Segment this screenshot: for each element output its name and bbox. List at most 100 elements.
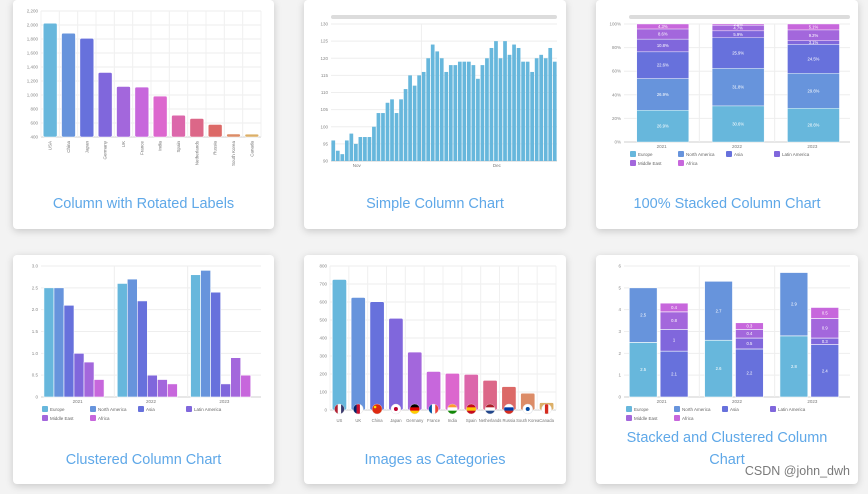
svg-text:Middle East: Middle East <box>638 161 662 166</box>
svg-text:22.6%: 22.6% <box>657 63 669 68</box>
svg-text:28.6%: 28.6% <box>808 123 820 128</box>
svg-text:800: 800 <box>30 107 38 112</box>
svg-text:0: 0 <box>324 408 327 413</box>
svg-text:600: 600 <box>30 121 38 126</box>
card-column-rotated-labels[interactable]: 400 600 800 1,000 1,200 1,400 1,600 1,800 2,000 2… <box>13 0 274 229</box>
chart-images-as-categories: 0 100 200 300 400 500 600 700 800 US UK China Japan G… <box>319 264 557 423</box>
svg-text:Germany: Germany <box>406 418 424 423</box>
card-title[interactable]: Clustered Column Chart <box>65 452 222 468</box>
svg-text:26.9%: 26.9% <box>657 92 669 97</box>
svg-text:20%: 20% <box>612 116 621 121</box>
svg-text:120: 120 <box>320 56 328 61</box>
svg-text:France: France <box>427 418 441 423</box>
card-clustered-column[interactable]: 0 0.5 1.0 1.5 2.0 2.5 3.0 2021 2022 2023 Europe Nor… <box>13 255 274 484</box>
svg-text:1,000: 1,000 <box>27 93 39 98</box>
svg-text:0.4: 0.4 <box>671 305 677 310</box>
svg-text:2.1: 2.1 <box>671 372 677 377</box>
svg-text:3.0: 3.0 <box>32 264 39 269</box>
svg-text:South Korea: South Korea <box>231 141 236 167</box>
svg-text:3.1%: 3.1% <box>809 40 819 45</box>
svg-text:80%: 80% <box>612 45 621 50</box>
svg-text:400: 400 <box>319 336 327 341</box>
svg-text:China: China <box>372 418 384 423</box>
svg-text:Netherlands: Netherlands <box>479 418 502 423</box>
svg-text:Middle East: Middle East <box>50 416 74 421</box>
svg-text:France: France <box>139 141 144 156</box>
svg-text:UK: UK <box>355 418 361 423</box>
svg-text:Spain: Spain <box>176 141 181 153</box>
card-stacked-clustered-column[interactable]: 0 1 2 3 4 5 6 2.5 2.5 2.1 1 0.8 0.4 2021 2.6 2.7 2.2 0.5 0… <box>596 255 858 484</box>
card-title[interactable]: Stacked and Clustered Column Chart <box>626 430 828 468</box>
svg-text:Europe: Europe <box>634 407 649 412</box>
svg-text:1,800: 1,800 <box>27 37 39 42</box>
svg-text:Japan: Japan <box>84 141 89 154</box>
svg-text:1.0: 1.0 <box>32 351 39 356</box>
svg-text:8.6%: 8.6% <box>658 32 668 37</box>
svg-text:5.1%: 5.1% <box>809 24 819 29</box>
svg-text:Africa: Africa <box>686 161 698 166</box>
svg-text:Russia: Russia <box>213 141 218 155</box>
svg-text:0.9: 0.9 <box>822 326 828 331</box>
svg-text:Canada: Canada <box>249 141 254 157</box>
svg-text:2023: 2023 <box>219 399 230 404</box>
svg-text:3: 3 <box>618 329 621 334</box>
svg-text:60%: 60% <box>612 69 621 74</box>
svg-text:Latin America: Latin America <box>194 407 222 412</box>
svg-text:10.8%: 10.8% <box>657 43 669 48</box>
svg-text:95: 95 <box>323 141 329 146</box>
svg-text:Latin America: Latin America <box>778 407 806 412</box>
svg-text:Spain: Spain <box>466 418 477 423</box>
svg-text:200: 200 <box>319 372 327 377</box>
svg-text:100: 100 <box>319 390 327 395</box>
svg-text:2023: 2023 <box>807 144 818 149</box>
svg-text:Asia: Asia <box>730 407 739 412</box>
svg-text:North America: North America <box>686 152 715 157</box>
card-title[interactable]: 100% Stacked Column Chart <box>633 196 821 212</box>
svg-text:Dec: Dec <box>493 163 502 168</box>
card-title[interactable]: Column with Rotated Labels <box>52 196 235 212</box>
svg-text:USA: USA <box>48 141 53 150</box>
svg-text:110: 110 <box>321 90 329 95</box>
svg-text:1,200: 1,200 <box>27 79 39 84</box>
svg-text:9.2%: 9.2% <box>809 33 819 38</box>
chart-column-rotated-labels: 400 600 800 1,000 1,200 1,400 1,600 1,800 2,000 2… <box>27 9 262 167</box>
card-simple-column[interactable]: 90 95 100 105 110 115 120 125 130 Nov Dec Simple C… <box>304 0 566 229</box>
svg-text:0: 0 <box>618 395 621 400</box>
svg-text:4.7%: 4.7% <box>733 26 743 31</box>
svg-text:Latin America: Latin America <box>782 152 810 157</box>
svg-text:Germany: Germany <box>103 140 108 159</box>
svg-text:1: 1 <box>673 338 676 343</box>
svg-text:2.9: 2.9 <box>791 302 797 307</box>
svg-text:Russia: Russia <box>503 418 516 423</box>
svg-text:90: 90 <box>323 159 329 164</box>
svg-text:2,000: 2,000 <box>27 23 39 28</box>
svg-text:2021: 2021 <box>657 399 668 404</box>
chart-stacked-clustered-column: 0 1 2 3 4 5 6 2.5 2.5 2.1 1 0.8 0.4 2021 2.6 2.7 2.2 0.5 0… <box>618 264 850 421</box>
svg-text:4.3%: 4.3% <box>658 24 668 29</box>
card-images-as-categories[interactable]: 0 100 200 300 400 500 600 700 800 US UK China Japan G… <box>304 255 566 484</box>
svg-text:130: 130 <box>320 22 328 27</box>
svg-text:100: 100 <box>320 124 328 129</box>
chart-clustered-column: 0 0.5 1.0 1.5 2.0 2.5 3.0 2021 2022 2023 Europe Nor… <box>32 264 261 421</box>
svg-text:1,600: 1,600 <box>27 51 39 56</box>
card-title[interactable]: Images as Categories <box>364 452 506 468</box>
svg-text:Netherlands: Netherlands <box>194 140 199 165</box>
card-100-stacked-column[interactable]: 0% 20% 40% 60% 80% 100% 26.9% 26.9% 22.6% 10.8% 8.… <box>596 0 858 229</box>
svg-text:2,200: 2,200 <box>27 9 39 14</box>
svg-text:300: 300 <box>319 354 327 359</box>
card-title[interactable]: Simple Column Chart <box>366 196 504 212</box>
svg-text:400: 400 <box>30 135 38 140</box>
svg-text:Japan: Japan <box>390 418 402 423</box>
svg-text:Europe: Europe <box>638 152 653 157</box>
svg-text:40%: 40% <box>612 92 621 97</box>
svg-text:3.5%: 3.5% <box>733 22 743 27</box>
svg-text:UK: UK <box>121 141 126 147</box>
svg-text:29.6%: 29.6% <box>808 88 820 93</box>
svg-text:25.9%: 25.9% <box>732 51 744 56</box>
svg-text:Asia: Asia <box>146 407 155 412</box>
svg-text:Europe: Europe <box>50 407 65 412</box>
svg-text:2022: 2022 <box>732 144 743 149</box>
svg-text:0%: 0% <box>614 140 621 145</box>
svg-text:2022: 2022 <box>732 399 743 404</box>
svg-text:600: 600 <box>319 300 327 305</box>
